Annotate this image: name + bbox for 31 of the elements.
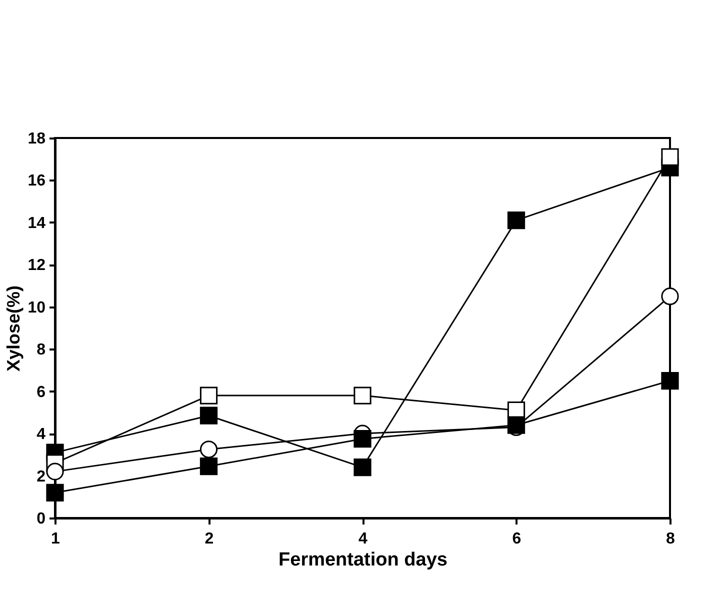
y-tick-label: 8 — [36, 342, 46, 359]
y-axis-title: Xylose(%) — [4, 285, 24, 372]
x-tick-label: 2 — [204, 530, 214, 548]
x-tick-label: 4 — [358, 530, 368, 548]
y-tick-label: 6 — [36, 384, 46, 401]
point — [354, 386, 372, 404]
point — [46, 462, 64, 480]
y-tick-label: 16 — [28, 172, 46, 190]
point — [661, 288, 679, 306]
point — [507, 416, 526, 434]
y-tick-label: 12 — [28, 257, 46, 274]
point — [354, 458, 372, 476]
x-tick-label: 8 — [666, 530, 676, 548]
y-tick-label: 14 — [28, 214, 46, 232]
point — [200, 386, 218, 404]
point — [661, 372, 679, 390]
y-tick-label: 2 — [36, 468, 46, 486]
y-tick-label: 4 — [36, 426, 46, 444]
y-tick-label: 18 — [28, 130, 46, 148]
y-tick-label: 0 — [36, 510, 46, 528]
point — [200, 440, 218, 458]
x-tick-label: 6 — [512, 530, 522, 548]
point — [200, 457, 218, 476]
point — [46, 484, 64, 502]
point — [354, 430, 372, 448]
x-tick-label: 1 — [51, 530, 60, 548]
point — [661, 148, 679, 166]
point — [200, 406, 218, 424]
point — [507, 212, 526, 230]
y-tick-label: 10 — [28, 299, 46, 316]
x-axis-title: Fermentation days — [278, 550, 448, 570]
